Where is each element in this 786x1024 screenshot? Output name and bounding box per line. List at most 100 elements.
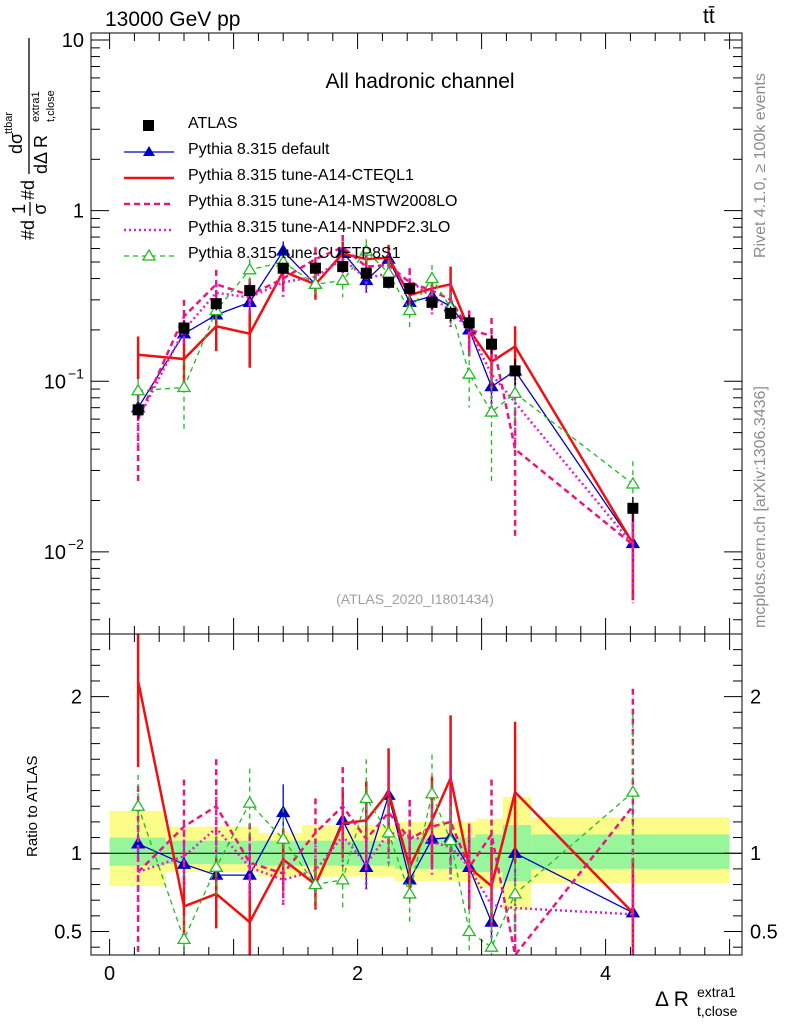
main-ytick-label-3: 10 [44, 542, 66, 564]
pythia-8-315-tune-cuetp8s1-ratio-point-3 [242, 795, 257, 808]
pythia-8-315-tune-cuetp8s1-ratio-point-12 [462, 924, 477, 937]
pythia-8-315-tune-cuetp8s1-point-6 [335, 273, 350, 286]
legend-item-atlas: ATLAS [110, 113, 530, 139]
main-ytick-label-2: 10 [44, 371, 66, 393]
ratio-band-inner-1 [165, 840, 259, 865]
legend-marker-default [124, 146, 174, 156]
pythia-8-315-tune-cuetp8s1-ratio-point-1 [176, 932, 192, 944]
process-label: tt̄ [703, 5, 715, 28]
x-axis-label: Δ R extra1 t,close [655, 984, 738, 1019]
ratio-ytick-label-right-1: 1 [750, 843, 761, 865]
atlas-point-2 [210, 298, 222, 310]
y-label-frac1-den: σ [30, 203, 50, 214]
y-label-frac1-num: 1 [9, 204, 29, 214]
atlas-point-13 [486, 338, 498, 350]
atlas-point-6 [337, 261, 349, 273]
pythia-8-315-tune-a14-cteql1-ratio-line [136, 680, 634, 925]
pythia-8-315-default-ratio-line [137, 792, 634, 924]
pythia-8-315-tune-cuetp8s1-ratio-point-7 [359, 791, 374, 804]
legend-item-cteql1: Pythia 8.315 tune-A14-CTEQL1 [110, 165, 530, 191]
xtick-label-0: 0 [104, 963, 115, 985]
atlas-point-15 [627, 502, 639, 514]
y-label-prefix: #d [18, 220, 38, 240]
pythia-8-315-tune-cuetp8s1-ratio-point-0 [130, 798, 146, 811]
main-ytick-exp-3: −2 [68, 536, 84, 552]
pythia-8-315-tune-cuetp8s1-point-9 [402, 303, 417, 316]
pythia-8-315-tune-cuetp8s1-ratio-point-4 [276, 831, 291, 844]
rivet-version-label: Rivet 4.1.0, ≥ 100k events [752, 73, 769, 258]
atlas-point-1 [178, 322, 190, 334]
pythia-8-315-tune-cuetp8s1-line [138, 250, 634, 485]
atlas-point-4 [277, 262, 289, 274]
pythia-8-315-tune-cuetp8s1-ratio-point-6 [335, 872, 350, 885]
ratio-y-axis-label: Ratio to ATLAS [24, 756, 41, 857]
legend-marker-cteql1 [124, 176, 174, 180]
ratio-ytick-label-right-0: 2 [750, 687, 761, 709]
ratio-ytick-label-left-0: 2 [71, 687, 82, 709]
main-ytick-label-1: 1 [73, 201, 84, 223]
pythia-8-315-tune-cuetp8s1-ratio-point-13 [484, 939, 499, 952]
pythia-8-315-tune-cuetp8s1-point-0 [130, 383, 146, 396]
legend-label-atlas: ATLAS [188, 115, 238, 132]
legend-item-nnpdf23lo: Pythia 8.315 tune-A14-NNPDF2.3LO [110, 217, 530, 243]
pythia-8-315-tune-cuetp8s1-point-7 [359, 243, 374, 256]
legend-marker-mstw2008lo [124, 202, 174, 206]
pythia-8-315-tune-cuetp8s1-ratio-line [137, 791, 634, 949]
ratio-ytick-label-right-2: 0.5 [750, 922, 778, 944]
collision-energy-label: 13000 GeV pp [105, 8, 241, 31]
atlas-point-12 [463, 317, 475, 329]
pythia-8-315-default-line [137, 249, 634, 544]
legend-marker-nnpdf23lo [124, 228, 174, 232]
legend-label-nnpdf23lo: Pythia 8.315 tune-A14-NNPDF2.3LO [188, 219, 451, 236]
pythia-8-315-tune-cuetp8s1-ratio-point-8 [381, 825, 396, 838]
atlas-point-10 [426, 296, 438, 308]
x-axis-label-sub: t,close [697, 1003, 738, 1019]
pythia-8-315-tune-cuetp8s1-point-10 [424, 271, 440, 284]
pythia-8-315-tune-cuetp8s1-point-14 [507, 386, 523, 398]
y-axis-label: #d 1 σ #d dσ ttbar dΔ R extra1 t,close [3, 38, 57, 240]
ratio-ytick-label-left-2: 0.5 [54, 922, 82, 944]
legend-marker-cuetp8s1 [124, 248, 174, 261]
pythia-8-315-tune-cuetp8s1-point-13 [484, 404, 499, 417]
atlas-point-0 [132, 404, 144, 416]
y-label-frac2-num: dσ [6, 133, 26, 154]
atlas-point-9 [404, 282, 416, 294]
atlas-point-11 [445, 307, 457, 319]
xtick-label-2: 4 [600, 963, 611, 985]
ratio-plot-frame [90, 633, 743, 956]
atlas-point-7 [360, 267, 372, 279]
y-label-frac2-den: dΔ R [31, 135, 51, 174]
legend-item-default: Pythia 8.315 default [110, 139, 530, 165]
atlas-point-3 [244, 285, 256, 297]
ratio-ytick-label-left-1: 1 [71, 843, 82, 865]
legend-label-mstw2008lo: Pythia 8.315 tune-A14-MSTW2008LO [188, 193, 458, 210]
pythia-8-315-tune-cuetp8s1-point-5 [308, 277, 323, 289]
pythia-8-315-tune-cuetp8s1-ratio-point-15 [625, 784, 641, 797]
pythia-8-315-tune-cuetp8s1-ratio-point-10 [424, 786, 440, 799]
legend-item-mstw2008lo: Pythia 8.315 tune-A14-MSTW2008LO [110, 191, 530, 217]
atlas-point-14 [509, 365, 521, 377]
pythia-8-315-tune-a14-nnpdf2-3lo-line [137, 257, 634, 546]
pythia-8-315-tune-cuetp8s1-point-15 [625, 476, 641, 489]
legend-label-default: Pythia 8.315 default [188, 141, 330, 158]
mcplots-url-label: mcplots.cern.ch [arXiv:1306.3436] [752, 386, 769, 628]
main-ytick-label-0: 10 [62, 30, 84, 52]
legend-label-cuetp8s1: Pythia 8.315 tune-CUETP8S1 [188, 245, 401, 262]
y-label-frac2-den-sub: t,close [45, 90, 57, 122]
x-axis-label-sup: extra1 [697, 984, 736, 1000]
atlas-point-5 [309, 262, 321, 274]
chart-title: All hadronic channel [325, 70, 514, 93]
legend-label-cteql1: Pythia 8.315 tune-A14-CTEQL1 [188, 167, 414, 184]
x-axis-label-main: Δ R [655, 988, 689, 1011]
pythia-8-315-tune-cuetp8s1-ratio-point-9 [402, 886, 417, 899]
atlas-point-8 [383, 276, 395, 288]
pythia-8-315-tune-cuetp8s1-ratio-point-2 [209, 860, 224, 872]
pythia-8-315-tune-cuetp8s1-ratio-point-14 [507, 886, 523, 899]
y-label-frac2-num-sup: ttbar [3, 112, 15, 134]
main-ytick-exp-2: −1 [68, 365, 84, 381]
pythia-8-315-tune-cuetp8s1-point-12 [462, 366, 477, 379]
y-label-mid: #d [18, 180, 38, 200]
pythia-8-315-tune-a14-mstw2008lo-line [136, 245, 634, 546]
analysis-label: (ATLAS_2020_I1801434) [336, 591, 494, 607]
y-label-frac2-den-sup: extra1 [30, 91, 42, 122]
